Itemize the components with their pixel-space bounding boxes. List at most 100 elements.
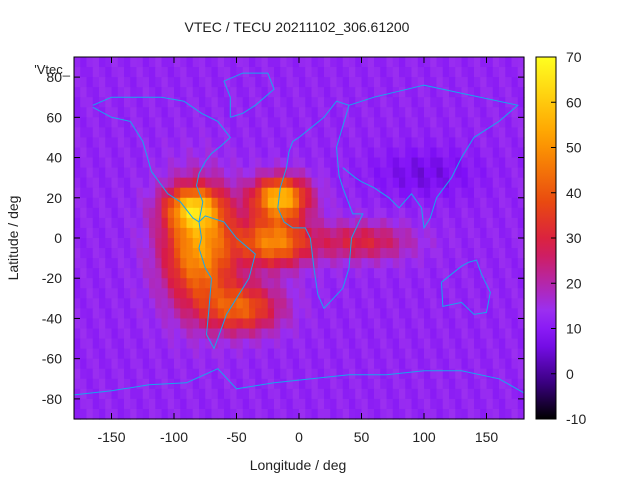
heatmap-cell: [286, 238, 294, 249]
heatmap-cell: [199, 388, 206, 400]
heatmap-cell: [492, 368, 500, 380]
heatmap-cell: [330, 97, 338, 108]
heatmap-cell: [392, 97, 400, 108]
heatmap-cell: [399, 398, 406, 410]
heatmap-cell: [405, 388, 413, 400]
heatmap-cell: [374, 328, 381, 340]
heatmap-cell: [474, 157, 481, 169]
heatmap-cell: [505, 97, 513, 108]
heatmap-cell: [199, 207, 206, 219]
heatmap-cell: [211, 117, 219, 128]
heatmap-cell: [480, 268, 488, 279]
heatmap-cell: [499, 378, 506, 390]
heatmap-cell: [274, 137, 281, 149]
heatmap-cell: [455, 258, 463, 269]
heatmap-cell: [242, 67, 250, 78]
heatmap-cell: [80, 238, 88, 249]
heatmap-cell: [449, 87, 456, 98]
heatmap-cell: [92, 97, 100, 108]
heatmap-cell: [305, 338, 313, 350]
heatmap-cell: [461, 217, 469, 229]
heatmap-cell: [299, 197, 306, 209]
heatmap-cell: [217, 388, 225, 400]
heatmap-cell: [436, 348, 444, 360]
heatmap-cell: [249, 278, 256, 289]
heatmap-cell: [74, 67, 81, 78]
heatmap-cell: [105, 348, 113, 360]
heatmap-cell: [424, 207, 431, 219]
heatmap-cell: [405, 157, 413, 169]
heatmap-cell: [230, 97, 238, 108]
heatmap-cell: [474, 328, 481, 340]
heatmap-cell: [149, 117, 156, 128]
heatmap-cell: [261, 268, 269, 279]
heatmap-cell: [80, 268, 88, 279]
heatmap-cell: [186, 67, 194, 78]
heatmap-cell: [217, 398, 225, 410]
heatmap-cell: [380, 378, 388, 390]
heatmap-cell: [324, 217, 331, 229]
heatmap-cell: [467, 117, 475, 128]
heatmap-cell: [299, 207, 306, 219]
heatmap-cell: [386, 338, 394, 350]
heatmap-cell: [411, 348, 419, 360]
heatmap-cell: [211, 258, 219, 269]
heatmap-cell: [499, 248, 506, 259]
heatmap-cell: [155, 77, 163, 88]
heatmap-cell: [492, 57, 500, 68]
heatmap-cell: [99, 177, 106, 189]
heatmap-cell: [461, 67, 469, 78]
heatmap-cell: [167, 318, 175, 330]
heatmap-cell: [280, 167, 288, 179]
x-tick-label: -100: [160, 429, 188, 445]
heatmap-cell: [124, 378, 131, 390]
heatmap-cell: [324, 248, 331, 259]
heatmap-cell: [111, 248, 119, 259]
heatmap-cell: [267, 117, 275, 128]
heatmap-cell: [324, 408, 331, 420]
heatmap-cell: [436, 77, 444, 88]
heatmap-cell: [355, 378, 363, 390]
heatmap-cell: [111, 177, 119, 189]
heatmap-cell: [192, 157, 200, 169]
heatmap-cell: [467, 67, 475, 78]
heatmap-cell: [486, 157, 494, 169]
heatmap-cell: [261, 248, 269, 259]
heatmap-cell: [80, 157, 88, 169]
heatmap-cell: [305, 298, 313, 309]
heatmap-cell: [92, 368, 100, 380]
heatmap-cell: [430, 408, 438, 420]
heatmap-cell: [336, 87, 344, 98]
heatmap-cell: [511, 97, 519, 108]
heatmap-cell: [236, 217, 244, 229]
heatmap-cell: [205, 398, 213, 410]
heatmap-cell: [255, 157, 263, 169]
heatmap-cell: [367, 248, 375, 259]
heatmap-cell: [136, 388, 144, 400]
heatmap-cell: [392, 147, 400, 159]
heatmap-cell: [361, 167, 369, 179]
heatmap-cell: [211, 368, 219, 380]
heatmap-cell: [492, 137, 500, 149]
heatmap-cell: [230, 398, 238, 410]
heatmap-cell: [405, 238, 413, 249]
heatmap-cell: [449, 368, 456, 380]
heatmap-cell: [211, 57, 219, 68]
heatmap-cell: [105, 197, 113, 209]
heatmap-cell: [280, 278, 288, 289]
heatmap-cell: [124, 348, 131, 360]
heatmap-cell: [292, 278, 300, 289]
heatmap-cell: [436, 318, 444, 330]
heatmap-cell: [249, 408, 256, 420]
heatmap-cell: [467, 398, 475, 410]
heatmap-cell: [336, 348, 344, 360]
heatmap-cell: [342, 67, 350, 78]
heatmap-cell: [249, 268, 256, 279]
heatmap-cell: [286, 348, 294, 360]
heatmap-cell: [480, 227, 488, 239]
heatmap-cell: [174, 187, 181, 199]
heatmap-cell: [205, 358, 213, 370]
heatmap-cell: [267, 278, 275, 289]
heatmap-cell: [486, 77, 494, 88]
heatmap-cell: [117, 177, 125, 189]
